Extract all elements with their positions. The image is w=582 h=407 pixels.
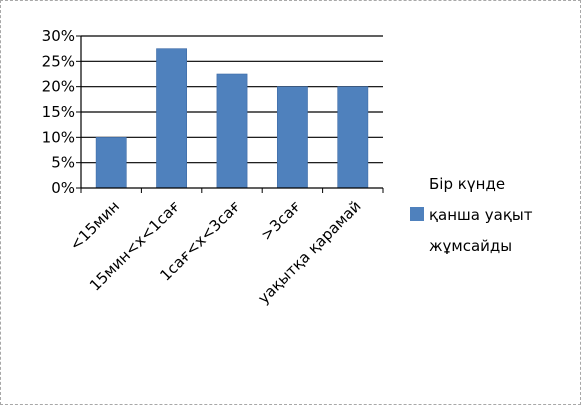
y-tick-label: 10% bbox=[42, 128, 75, 146]
legend-swatch bbox=[410, 207, 424, 221]
y-tick-label: 25% bbox=[42, 52, 75, 70]
bar bbox=[216, 73, 248, 189]
y-tick-label: 20% bbox=[42, 78, 75, 96]
bar bbox=[95, 137, 127, 189]
y-tick-label: 0% bbox=[51, 179, 75, 197]
x-tick-label: уақытқа қарамай bbox=[254, 197, 364, 307]
x-tick-label: >3сағ bbox=[257, 197, 304, 244]
axes bbox=[80, 36, 384, 193]
legend: Бір күнде қанша уақыт жұмсайды bbox=[410, 175, 533, 255]
bar bbox=[276, 86, 308, 189]
y-tick-label: 30% bbox=[42, 27, 75, 45]
bars bbox=[95, 48, 369, 189]
legend-line-2: қанша уақыт bbox=[429, 206, 533, 224]
y-tick-label: 15% bbox=[42, 103, 75, 121]
bar bbox=[156, 48, 188, 189]
legend-line-3: жұмсайды bbox=[429, 237, 512, 255]
y-tick-labels: 0% 5% 10% 15% 20% 25% 30% bbox=[42, 27, 75, 197]
y-tick-label: 5% bbox=[51, 154, 75, 172]
legend-line-1: Бір күнде bbox=[429, 175, 505, 193]
bar bbox=[337, 86, 369, 189]
x-tick-label: <15мин bbox=[66, 197, 123, 254]
